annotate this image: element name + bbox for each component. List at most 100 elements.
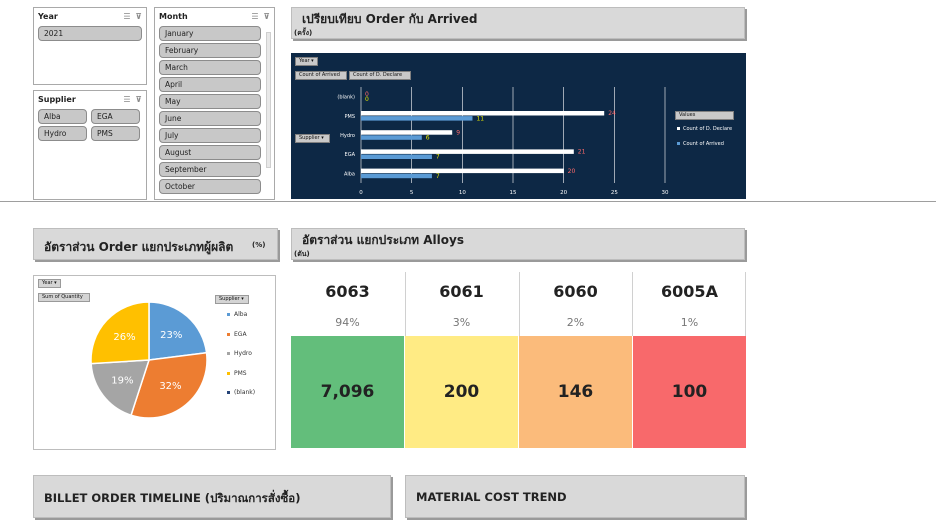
supplier-filter-button[interactable]: Supplier ▾ (215, 295, 249, 304)
month-slicer: Month ☰ ⊽ January February March April M… (154, 7, 275, 200)
supplier-item-pms[interactable]: PMS (91, 126, 140, 141)
x-tick-label: 10 (459, 190, 466, 196)
pie-slice[interactable] (130, 351, 208, 419)
x-tick-label: 0 (359, 190, 363, 196)
supplier-filter-button[interactable]: Supplier ▾ (295, 134, 330, 143)
category-label: (blank) (337, 95, 355, 101)
supplier-slicer-title: Supplier (38, 94, 76, 104)
category-label: PMS (344, 114, 355, 120)
alloy-divider (405, 272, 406, 336)
alloy-name: 6061 (439, 282, 484, 301)
legend-swatch (227, 352, 230, 355)
x-tick-label: 25 (611, 190, 618, 196)
alloy-value: 200 (405, 336, 518, 448)
month-slicer-scrollbar[interactable] (266, 32, 271, 168)
data-label: 0 (365, 96, 369, 103)
order-share-header: อัตราส่วน Order แยกประเภทผู้ผลิต (%) (33, 228, 278, 260)
alloy-percent: 94% (335, 316, 360, 329)
count-declare-field-button[interactable]: Count of D. Declare (349, 71, 411, 80)
legend-swatch (677, 142, 680, 145)
legend-item: EGA (227, 331, 247, 338)
month-item-june[interactable]: June (159, 111, 261, 126)
clear-filter-icon[interactable]: ⊽ (263, 11, 271, 21)
category-label: Hydro (340, 133, 355, 139)
alloy-value: 146 (519, 336, 632, 448)
count-arrived-field-button[interactable]: Count of Arrived (295, 71, 347, 80)
legend-values-button[interactable]: Values (675, 111, 734, 120)
order-vs-arrived-header: เปรียบเทียบ Order กับ Arrived (ครั้ง) (291, 7, 745, 39)
pie-chart-svg: 23% 32% 19% 26% (90, 301, 208, 419)
pie-slice[interactable] (148, 301, 208, 361)
year-item-2021[interactable]: 2021 (38, 26, 142, 41)
bar[interactable] (361, 149, 574, 154)
bar[interactable] (361, 116, 473, 121)
bar[interactable] (361, 154, 432, 160)
pie-slice[interactable] (90, 359, 151, 417)
legend-swatch (227, 371, 230, 375)
alloy-6063: 6063 94% 7,096 (291, 272, 404, 448)
billet-order-timeline-title: BILLET ORDER TIMELINE (ปริมาณการสั่งซื้อ… (44, 491, 301, 505)
category-label: Alba (344, 171, 355, 177)
supplier-item-ega[interactable]: EGA (91, 109, 140, 124)
legend-label: Count of Arrived (683, 141, 724, 147)
bar[interactable] (361, 135, 422, 140)
month-item-may[interactable]: May (159, 94, 261, 109)
data-label: 20 (568, 168, 576, 175)
month-item-october[interactable]: October (159, 179, 261, 194)
month-item-august[interactable]: August (159, 145, 261, 160)
section-divider (0, 201, 936, 202)
order-share-chart: Year ▾ Sum of Quantity Supplier ▾ 23% 32%… (33, 275, 276, 450)
clear-filter-icon[interactable]: ⊽ (135, 11, 143, 21)
bar[interactable] (361, 130, 453, 135)
legend-item: PMS (227, 370, 247, 377)
month-item-september[interactable]: September (159, 162, 261, 177)
multi-select-icon[interactable]: ☰ (123, 11, 131, 21)
month-item-july[interactable]: July (159, 128, 261, 143)
legend-label: Hydro (234, 350, 252, 357)
multi-select-icon[interactable]: ☰ (123, 94, 131, 104)
material-cost-trend-title: MATERIAL COST TREND (416, 490, 567, 504)
order-vs-arrived-unit: (ครั้ง) (294, 29, 313, 37)
pie-data-label: 23% (160, 330, 182, 341)
data-label: 0 (365, 91, 369, 98)
supplier-item-hydro[interactable]: Hydro (38, 126, 87, 141)
alloy-value: 7,096 (291, 336, 404, 448)
alloy-6060: 6060 2% 146 (519, 272, 632, 448)
data-label: 21 (578, 149, 586, 156)
bar[interactable] (361, 111, 605, 116)
month-item-march[interactable]: March (159, 60, 261, 75)
data-label: 9 (456, 129, 460, 136)
alloy-value: 100 (633, 336, 746, 448)
year-slicer: Year ☰ ⊽ 2021 (33, 7, 147, 85)
alloy-divider (632, 272, 633, 336)
clear-filter-icon[interactable]: ⊽ (135, 94, 143, 104)
legend-label: PMS (234, 369, 247, 377)
multi-select-icon[interactable]: ☰ (251, 11, 259, 21)
legend-label: Count of D. Declare (683, 126, 732, 132)
pie-slice[interactable] (90, 301, 150, 365)
alloys-header: อัตราส่วน แยกประเภท Alloys (ตัน) (291, 228, 745, 260)
legend-swatch (677, 127, 680, 130)
data-label: 11 (476, 115, 484, 122)
month-item-january[interactable]: January (159, 26, 261, 41)
x-tick-label: 30 (662, 190, 669, 196)
x-tick-label: 5 (410, 190, 414, 196)
bar[interactable] (361, 168, 564, 174)
sum-quantity-field-button[interactable]: Sum of Quantity (38, 293, 90, 302)
supplier-item-alba[interactable]: Alba (38, 109, 87, 124)
alloy-divider (519, 272, 520, 336)
pie-data-label: 19% (111, 376, 133, 387)
month-item-april[interactable]: April (159, 77, 261, 92)
alloy-6005a: 6005A 1% 100 (633, 272, 746, 448)
data-label: 24 (608, 110, 616, 117)
legend-label: (blank) (234, 389, 256, 396)
alloys-title: อัตราส่วน แยกประเภท Alloys (302, 233, 464, 247)
legend-label: Alba (234, 311, 248, 318)
month-item-february[interactable]: February (159, 43, 261, 58)
alloy-percent: 2% (566, 316, 585, 329)
year-filter-button[interactable]: Year ▾ (295, 57, 318, 66)
bar[interactable] (361, 173, 432, 179)
year-filter-button[interactable]: Year ▾ (38, 279, 61, 288)
alloy-name: 6060 (553, 282, 598, 301)
